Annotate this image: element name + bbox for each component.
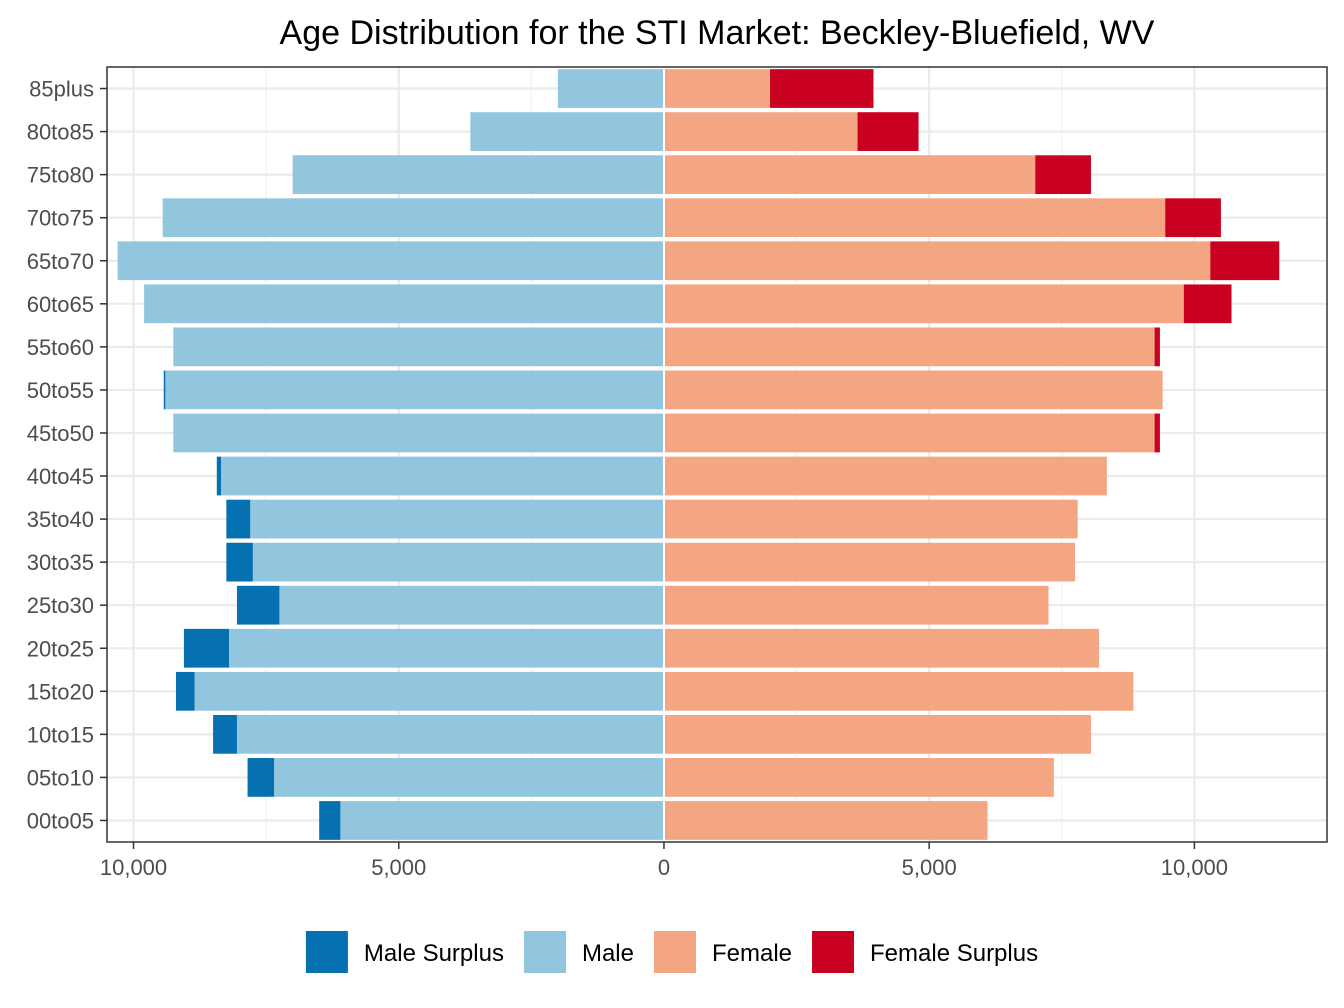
bar-male-surplus-35to40 <box>226 499 251 539</box>
y-tick-label: 85plus <box>29 77 94 102</box>
bar-female-00to05 <box>663 801 988 840</box>
bar-female-surplus-75to80 <box>1035 155 1091 195</box>
legend-label: Male Surplus <box>364 940 504 967</box>
y-tick-label: 50to55 <box>27 378 94 403</box>
bar-male-80to85 <box>470 112 664 151</box>
y-tick-label: 20to25 <box>27 636 94 661</box>
bar-male-surplus-30to35 <box>226 542 253 582</box>
bar-male-85plus <box>557 69 664 108</box>
y-tick-label: 35to40 <box>27 507 94 532</box>
bars-layer <box>117 67 1280 842</box>
bar-male-50to55 <box>165 370 664 410</box>
x-tick-label: 10,000 <box>100 855 167 880</box>
bar-male-surplus-15to20 <box>175 671 195 711</box>
bar-female-20to25 <box>663 628 1099 668</box>
y-tick-label: 30to35 <box>27 550 94 575</box>
chart-title: Age Distribution for the STI Market: Bec… <box>280 14 1155 52</box>
y-tick-label: 60to65 <box>27 292 94 317</box>
bar-female-surplus-80to85 <box>857 112 919 151</box>
legend-key-female-surplus <box>812 931 855 973</box>
bar-female-surplus-60to65 <box>1183 284 1232 324</box>
y-tick-label: 65to70 <box>27 249 94 274</box>
panel-border <box>106 66 1328 843</box>
y-tick-label: 05to10 <box>27 765 94 790</box>
y-tick-label: 15to20 <box>27 679 94 704</box>
bar-female-70to75 <box>663 198 1166 238</box>
bar-female-65to70 <box>663 241 1211 281</box>
legend-label: Male <box>582 940 634 967</box>
bar-female-75to80 <box>663 155 1036 195</box>
bar-male-surplus-40to45 <box>216 456 222 496</box>
bar-female-surplus-55to60 <box>1154 327 1160 367</box>
bar-female-05to10 <box>663 758 1054 797</box>
bar-male-40to45 <box>221 456 664 496</box>
bar-male-20to25 <box>229 628 664 668</box>
bar-female-45to50 <box>663 413 1155 453</box>
bar-male-surplus-50to55 <box>163 370 166 410</box>
bar-male-45to50 <box>173 413 664 453</box>
bar-male-65to70 <box>117 241 664 281</box>
bar-female-25to30 <box>663 585 1049 625</box>
bar-female-surplus-85plus <box>770 69 874 108</box>
bar-male-75to80 <box>292 155 664 195</box>
legend-label: Female Surplus <box>870 940 1038 967</box>
bar-male-70to75 <box>162 198 664 238</box>
y-tick-label: 25to30 <box>27 593 94 618</box>
legend-key-male <box>523 931 566 973</box>
bar-male-00to05 <box>340 801 664 840</box>
x-tick-label: 10,000 <box>1161 855 1228 880</box>
bar-female-40to45 <box>663 456 1107 496</box>
y-tick-label: 45to50 <box>27 421 94 446</box>
bar-male-surplus-05to10 <box>247 758 275 797</box>
y-tick-label: 40to45 <box>27 464 94 489</box>
bar-female-surplus-70to75 <box>1165 198 1221 238</box>
bar-female-60to65 <box>663 284 1184 324</box>
bar-female-10to15 <box>663 714 1091 754</box>
legend-label: Female <box>712 940 792 967</box>
bar-female-surplus-65to70 <box>1210 241 1280 281</box>
bar-female-35to40 <box>663 499 1078 539</box>
x-tick-label: 5,000 <box>902 855 957 880</box>
bar-female-55to60 <box>663 327 1155 367</box>
bar-male-05to10 <box>274 758 664 797</box>
bar-male-35to40 <box>250 499 664 539</box>
y-tick-label: 00to05 <box>27 808 94 833</box>
y-tick-label: 10to15 <box>27 722 94 747</box>
bar-male-surplus-00to05 <box>319 801 341 840</box>
bar-male-55to60 <box>173 327 664 367</box>
bar-female-surplus-45to50 <box>1154 413 1160 453</box>
legend-key-female <box>653 931 696 973</box>
bar-female-30to35 <box>663 542 1076 582</box>
bar-male-30to35 <box>252 542 664 582</box>
bar-female-85plus <box>663 69 771 108</box>
y-tick-label: 55to60 <box>27 335 94 360</box>
y-tick-label: 75to80 <box>27 163 94 188</box>
bar-male-10to15 <box>236 714 664 754</box>
legend-key-male-surplus <box>305 931 348 973</box>
bar-female-80to85 <box>663 112 858 151</box>
axis-layer: 10,000 5,000 0 5,000 10,00000to0505to1010to1… <box>27 77 1228 880</box>
bar-male-surplus-25to30 <box>236 585 280 625</box>
legend: Male Surplus Male Female Female Surplus <box>305 931 1038 973</box>
bar-male-15to20 <box>194 671 664 711</box>
y-tick-label: 70to75 <box>27 206 94 231</box>
bar-male-surplus-10to15 <box>213 714 237 754</box>
bar-female-15to20 <box>663 671 1134 711</box>
bar-female-50to55 <box>663 370 1163 410</box>
bar-male-surplus-20to25 <box>183 628 229 668</box>
bar-male-60to65 <box>144 284 664 324</box>
x-tick-label: 5,000 <box>371 855 426 880</box>
y-tick-label: 80to85 <box>27 120 94 145</box>
bar-male-25to30 <box>279 585 664 625</box>
x-tick-label: 0 <box>658 855 670 880</box>
